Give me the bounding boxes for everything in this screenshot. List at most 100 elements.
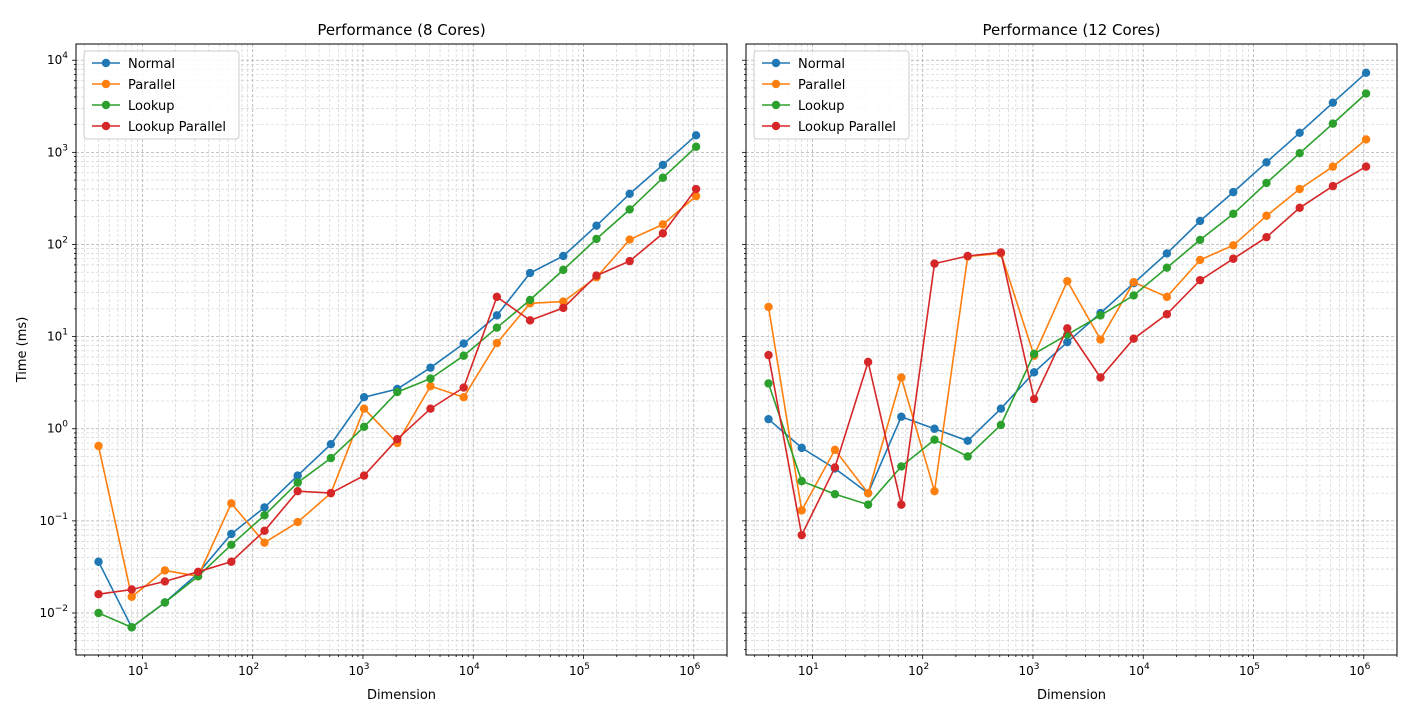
data-point (658, 173, 668, 182)
y-tick-label: 10−1 (39, 512, 68, 528)
data-point (1361, 135, 1371, 144)
y-tick-label: 101 (47, 328, 68, 344)
data-point (625, 235, 634, 244)
data-point (963, 251, 972, 261)
data-point (658, 220, 668, 229)
data-point (359, 471, 369, 480)
data-point (930, 486, 939, 496)
data-point (559, 265, 568, 275)
data-point (1162, 263, 1172, 272)
data-point (764, 350, 773, 360)
data-point (797, 476, 806, 486)
data-point (492, 338, 502, 348)
data-point (459, 383, 468, 392)
data-point (1162, 292, 1172, 302)
data-point (658, 160, 668, 170)
data-point (1361, 162, 1371, 171)
data-point (963, 436, 972, 445)
data-point (1262, 158, 1271, 167)
legend: Normal Parallel Lookup Lookup Parallel (83, 50, 240, 140)
legend-marker (101, 121, 111, 131)
legend-label: Lookup (798, 99, 845, 114)
data-point (1195, 255, 1205, 265)
data-point (1328, 181, 1338, 191)
data-point (1129, 334, 1138, 343)
data-point (797, 530, 806, 540)
data-point (691, 142, 701, 151)
data-point (1295, 203, 1304, 213)
x-tick-label: 105 (1239, 662, 1260, 678)
x-tick-label: 102 (238, 662, 259, 678)
legend-box (753, 50, 910, 140)
data-point (691, 131, 701, 140)
legend-label: Lookup Parallel (798, 120, 896, 135)
data-point (1295, 184, 1304, 194)
data-point (897, 462, 906, 471)
data-point (260, 503, 269, 512)
data-point (94, 441, 103, 451)
data-point (1063, 276, 1072, 286)
data-point (393, 434, 402, 444)
data-point (459, 339, 468, 348)
data-point (525, 268, 535, 278)
plot-frame (745, 43, 1398, 656)
data-point (1262, 211, 1271, 220)
data-point (1328, 119, 1338, 128)
data-point (227, 529, 236, 539)
x-axis-label: Dimension (367, 688, 436, 703)
x-tick-label: 101 (128, 662, 149, 678)
data-point (559, 303, 568, 313)
data-point (359, 392, 369, 402)
x-tick-label: 103 (1018, 662, 1039, 678)
data-point (359, 422, 369, 431)
x-tick-label: 106 (679, 662, 700, 678)
series-lookup-parallel (94, 184, 701, 599)
legend-label: Normal (128, 57, 175, 72)
data-point (127, 585, 136, 594)
data-point (996, 248, 1006, 257)
x-axis-label: Dimension (1037, 688, 1106, 703)
data-point (764, 414, 773, 424)
x-tick-label: 105 (569, 662, 590, 678)
data-point (459, 392, 468, 402)
data-point (691, 184, 701, 194)
data-point (359, 404, 369, 413)
series-normal (94, 131, 701, 632)
data-point (897, 412, 906, 421)
data-point (1229, 254, 1238, 263)
legend-label: Lookup (128, 99, 175, 114)
data-point (326, 488, 336, 498)
data-point (492, 323, 502, 332)
plot-frame (75, 43, 728, 656)
data-point (559, 251, 568, 261)
data-point (1162, 249, 1172, 258)
data-point (1129, 277, 1138, 287)
data-point (1262, 232, 1271, 242)
data-point (1063, 324, 1072, 333)
chart-panel-1: 101 102 103 104 105 106 10−2 10−1 100 101 102 103 10… (15, 21, 728, 703)
y-tick-label: 100 (47, 420, 68, 436)
data-point (260, 538, 269, 547)
data-point (1229, 209, 1238, 219)
data-point (863, 357, 873, 367)
data-point (930, 435, 939, 444)
data-point (160, 566, 170, 575)
data-point (426, 363, 435, 372)
data-point (1096, 311, 1105, 320)
data-point (260, 526, 269, 536)
data-point (1096, 373, 1105, 382)
data-point (1162, 310, 1172, 319)
y-axis-label: Time (ms) (15, 317, 30, 384)
data-point (1195, 235, 1205, 245)
data-point (293, 471, 302, 480)
data-point (963, 452, 972, 461)
data-point (426, 374, 435, 383)
data-point (227, 499, 236, 508)
data-point (1129, 291, 1138, 300)
data-point (897, 373, 906, 382)
data-point (160, 598, 170, 607)
x-tick-label: 101 (798, 662, 819, 678)
data-point (393, 387, 402, 397)
data-point (1063, 337, 1072, 347)
